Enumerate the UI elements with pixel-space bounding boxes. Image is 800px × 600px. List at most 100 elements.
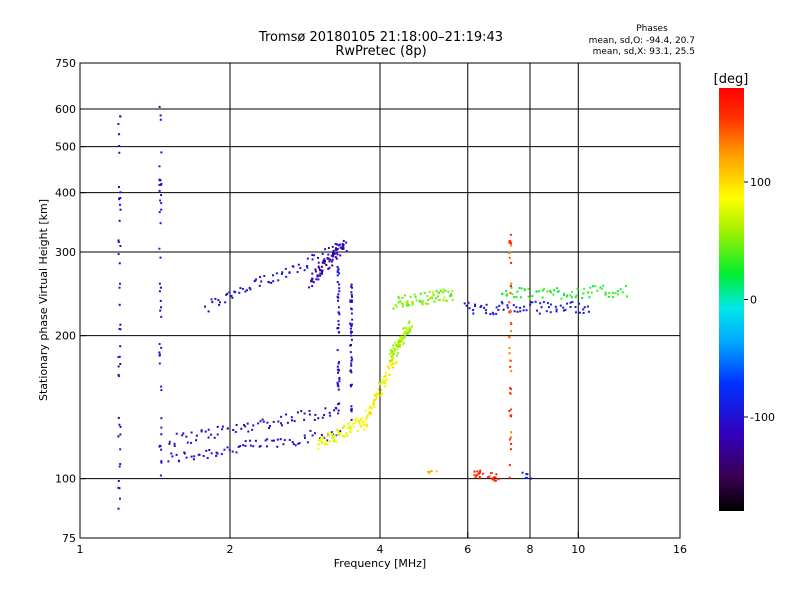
data-point xyxy=(335,407,338,410)
data-point xyxy=(474,476,477,479)
data-point xyxy=(119,323,122,326)
data-point xyxy=(183,452,186,455)
colorbar-tick-label: -100 xyxy=(750,411,775,424)
data-point xyxy=(491,477,494,480)
data-point xyxy=(266,421,269,424)
data-point xyxy=(549,303,552,306)
data-point xyxy=(192,458,195,461)
data-point xyxy=(335,243,338,246)
data-point xyxy=(244,290,247,293)
data-point xyxy=(426,295,429,297)
data-point xyxy=(158,343,161,345)
data-point xyxy=(159,222,162,225)
data-point xyxy=(479,306,482,308)
data-point xyxy=(344,434,347,437)
data-point xyxy=(308,409,311,412)
x-tick-label: 6 xyxy=(464,543,471,556)
data-point xyxy=(117,241,120,243)
data-point xyxy=(569,294,572,297)
data-point xyxy=(159,114,162,117)
data-point xyxy=(510,442,513,445)
data-point xyxy=(117,123,120,125)
data-point xyxy=(326,439,329,442)
data-point xyxy=(303,269,306,272)
data-point xyxy=(220,453,223,456)
data-point xyxy=(510,431,513,434)
data-point xyxy=(604,291,607,294)
data-point xyxy=(430,296,433,299)
data-point xyxy=(512,304,515,307)
data-point xyxy=(485,303,488,306)
stats-heading: Phases xyxy=(636,24,668,34)
data-point xyxy=(337,431,340,434)
data-point xyxy=(395,361,398,364)
data-point xyxy=(119,115,122,118)
data-point xyxy=(337,371,339,374)
data-point xyxy=(269,425,271,427)
data-point xyxy=(336,281,339,283)
data-point xyxy=(397,301,400,304)
data-point xyxy=(280,415,283,418)
data-point xyxy=(571,300,574,303)
data-point xyxy=(399,338,402,341)
data-point xyxy=(350,331,353,333)
data-point xyxy=(359,418,362,421)
data-point xyxy=(159,199,162,202)
data-point xyxy=(372,404,375,407)
data-point xyxy=(396,346,399,349)
data-point xyxy=(350,418,353,421)
data-point xyxy=(372,401,374,404)
data-point xyxy=(208,449,211,451)
data-point xyxy=(442,299,445,302)
data-point xyxy=(468,307,471,310)
data-point xyxy=(285,275,288,278)
data-point xyxy=(495,306,498,309)
data-point xyxy=(350,338,353,341)
data-point xyxy=(509,292,512,294)
data-point xyxy=(328,432,331,435)
data-point xyxy=(337,268,340,271)
data-point xyxy=(327,431,330,434)
data-point xyxy=(286,421,289,424)
data-point xyxy=(336,383,339,386)
axis-ticks: 1 2 4 6 8 10 16 75 100 200 300 400 500 600 750 xyxy=(55,57,687,556)
data-point xyxy=(539,302,542,305)
data-point xyxy=(119,191,122,194)
data-point xyxy=(159,445,162,447)
data-point xyxy=(508,256,511,259)
data-point xyxy=(299,267,302,270)
data-point xyxy=(318,267,321,270)
data-point xyxy=(317,443,320,446)
data-point xyxy=(178,459,180,462)
data-point xyxy=(411,325,414,328)
data-point xyxy=(476,473,479,476)
data-point xyxy=(190,441,193,444)
data-point xyxy=(419,292,422,295)
data-point xyxy=(117,480,120,482)
data-point xyxy=(376,394,379,396)
data-point xyxy=(356,430,359,433)
data-point xyxy=(530,477,533,480)
data-point xyxy=(406,332,409,335)
data-point xyxy=(527,287,530,290)
data-point xyxy=(563,292,566,295)
data-point xyxy=(485,312,488,315)
data-point xyxy=(393,350,396,353)
data-point xyxy=(117,435,120,438)
data-point xyxy=(376,392,379,395)
data-point xyxy=(118,133,121,136)
data-point xyxy=(159,179,162,182)
data-point xyxy=(350,364,353,367)
data-point xyxy=(268,281,271,284)
data-point xyxy=(119,463,122,465)
data-point xyxy=(204,305,206,308)
data-point xyxy=(437,295,439,298)
data-point xyxy=(254,439,257,442)
data-point xyxy=(338,369,340,372)
data-point xyxy=(478,477,481,480)
data-point xyxy=(326,443,329,446)
data-point xyxy=(450,294,453,297)
data-point xyxy=(409,296,412,298)
data-point xyxy=(336,265,339,268)
data-point xyxy=(247,430,250,433)
